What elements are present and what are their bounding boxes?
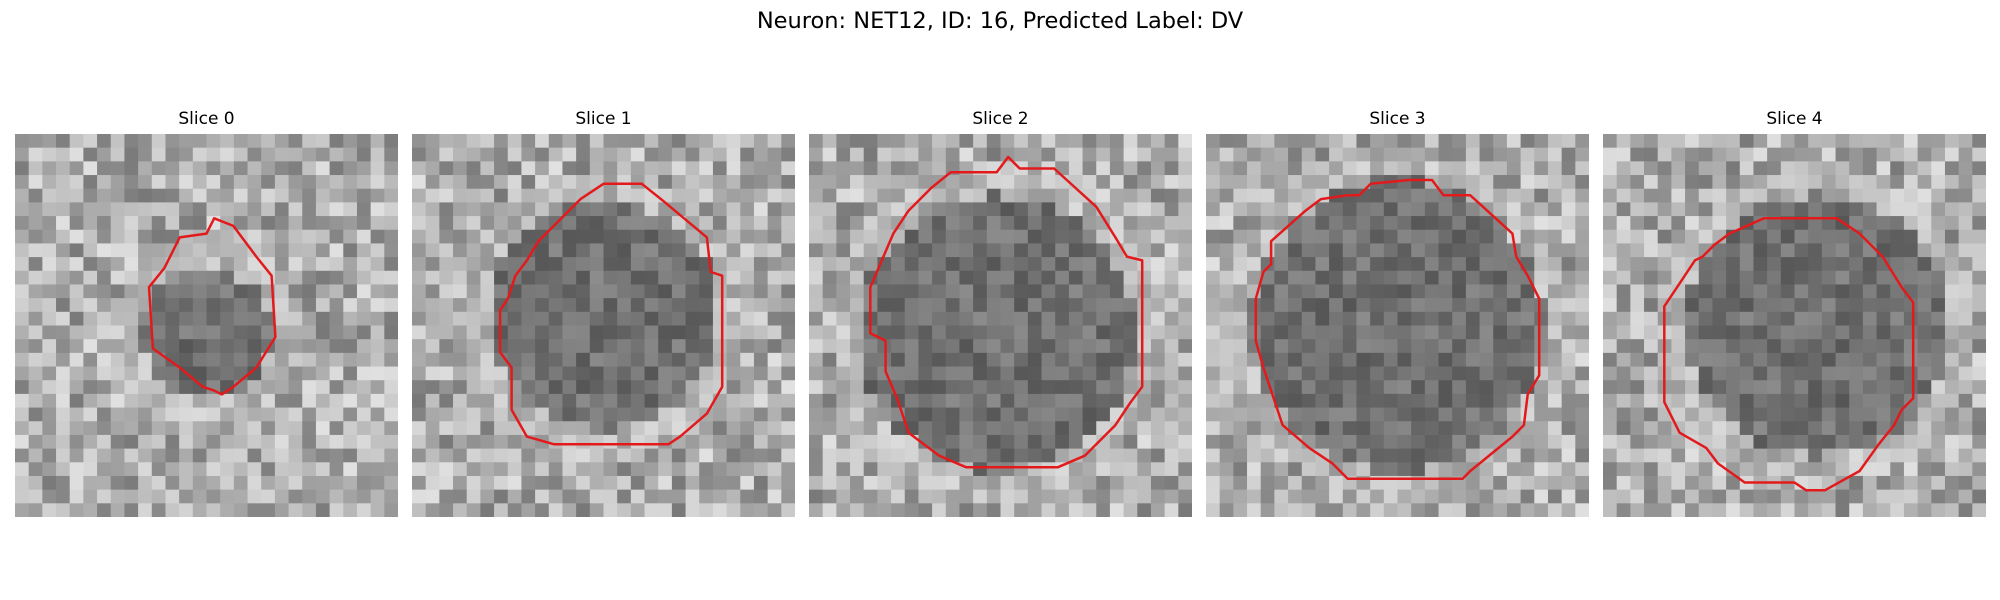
slice-image-2	[809, 134, 1192, 517]
slice-panel-0: Slice 0	[15, 109, 398, 517]
slice-panel-3: Slice 3	[1206, 109, 1589, 517]
slice-panel-2: Slice 2	[809, 109, 1192, 517]
slice-image-0	[15, 134, 398, 517]
neuron-contour	[1663, 217, 1915, 492]
neuron-contour	[1254, 178, 1541, 480]
slice-title-1: Slice 1	[575, 109, 632, 129]
pixel-grid	[15, 134, 398, 517]
slice-title-4: Slice 4	[1766, 109, 1823, 129]
neuron-contour	[147, 217, 277, 396]
slice-panel-1: Slice 1	[412, 109, 795, 517]
figure-title: Neuron: NET12, ID: 16, Predicted Label: …	[756, 8, 1244, 34]
pixel-grid	[809, 134, 1192, 517]
slice-image-1	[412, 134, 795, 517]
pixel-grid	[1603, 134, 1986, 517]
pixel-grid	[1206, 134, 1589, 517]
slice-title-3: Slice 3	[1369, 109, 1426, 129]
slice-image-3	[1206, 134, 1589, 517]
slice-title-0: Slice 0	[178, 109, 235, 129]
neuron-contour	[869, 155, 1144, 469]
slice-image-4	[1603, 134, 1986, 517]
slice-panel-4: Slice 4	[1603, 109, 1986, 517]
neuron-contour	[498, 182, 724, 446]
pixel-grid	[412, 134, 795, 517]
slice-title-2: Slice 2	[972, 109, 1029, 129]
